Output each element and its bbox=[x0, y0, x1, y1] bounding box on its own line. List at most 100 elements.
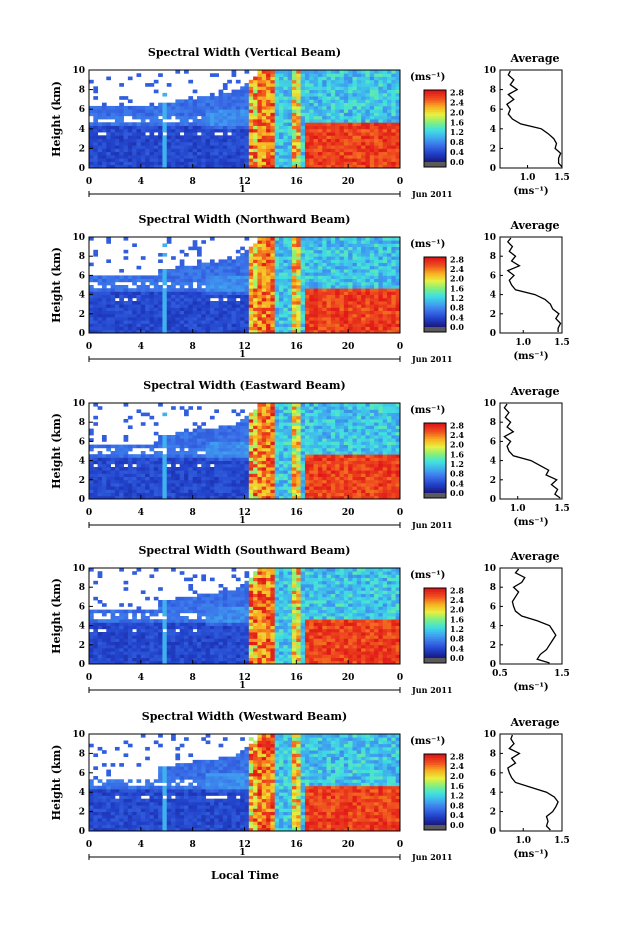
heatmap-cell bbox=[330, 237, 336, 241]
heatmap-cell bbox=[274, 119, 280, 123]
heatmap-cell bbox=[257, 164, 263, 169]
heatmap-cell bbox=[382, 86, 388, 90]
heatmap-cell bbox=[283, 115, 289, 120]
heatmap-cell bbox=[313, 240, 319, 244]
heatmap-cell bbox=[166, 272, 172, 276]
heatmap-cell bbox=[145, 486, 150, 490]
heatmap-cell bbox=[248, 151, 254, 156]
heatmap-cell bbox=[110, 109, 116, 113]
heatmap-cell bbox=[283, 262, 289, 267]
heatmap-cell bbox=[158, 164, 163, 169]
colorbar-segment bbox=[424, 281, 446, 284]
heatmap-cell bbox=[231, 102, 237, 107]
heatmap-cell bbox=[369, 320, 375, 324]
heatmap-cell bbox=[227, 278, 232, 283]
heatmap-cell bbox=[222, 141, 228, 146]
heatmap-cell bbox=[317, 249, 323, 254]
heatmap-cell bbox=[248, 96, 254, 100]
heatmap-cell bbox=[309, 281, 315, 286]
heatmap-cell bbox=[196, 431, 202, 436]
heatmap-cell bbox=[270, 269, 276, 273]
heatmap-cell bbox=[205, 294, 211, 299]
heatmap-cell bbox=[279, 253, 284, 257]
heatmap-cell bbox=[145, 291, 150, 295]
heatmap-cell bbox=[123, 288, 129, 292]
heatmap-cell bbox=[270, 304, 276, 308]
heatmap-cell bbox=[369, 259, 375, 263]
heatmap-cell bbox=[326, 307, 332, 311]
heatmap-cell bbox=[266, 70, 271, 74]
heatmap-cell bbox=[374, 326, 379, 331]
heatmap-cell bbox=[292, 473, 297, 477]
heatmap-cell bbox=[153, 158, 159, 162]
heatmap-cell bbox=[257, 329, 263, 334]
heatmap-cell bbox=[274, 457, 280, 461]
heatmap-cell bbox=[192, 473, 198, 477]
heatmap-cell bbox=[201, 428, 207, 433]
heatmap-cell bbox=[304, 317, 310, 321]
heatmap-cell bbox=[304, 406, 310, 410]
heatmap-cell bbox=[339, 158, 345, 162]
heatmap-cell bbox=[339, 307, 345, 311]
heatmap-cell bbox=[391, 122, 397, 126]
heatmap-cell bbox=[326, 313, 332, 318]
heatmap-cell bbox=[166, 109, 172, 113]
heatmap-cell bbox=[162, 102, 168, 107]
heatmap-cell bbox=[235, 148, 241, 153]
heatmap-cell bbox=[110, 154, 116, 159]
heatmap-cell bbox=[93, 96, 99, 100]
heatmap-cell bbox=[184, 473, 189, 477]
heatmap-cell bbox=[123, 301, 129, 305]
heatmap-cell bbox=[253, 285, 258, 289]
heatmap-cell bbox=[330, 307, 336, 311]
heatmap-cell bbox=[270, 243, 276, 247]
heatmap-cell bbox=[309, 73, 315, 77]
heatmap-cell bbox=[287, 297, 293, 302]
heatmap-cell bbox=[119, 83, 124, 87]
heatmap-cell bbox=[287, 304, 293, 308]
heatmap-cell bbox=[369, 246, 375, 251]
heatmap-cell bbox=[253, 329, 258, 334]
x-tick-label: 12 bbox=[238, 342, 251, 352]
heatmap-cell bbox=[330, 301, 336, 305]
heatmap-cell bbox=[149, 112, 155, 117]
heatmap-cell bbox=[101, 161, 107, 166]
heatmap-cell bbox=[335, 272, 340, 276]
heatmap-cell bbox=[127, 122, 133, 126]
heatmap-cell bbox=[261, 243, 267, 247]
heatmap-cell bbox=[106, 323, 111, 327]
heatmap-cell bbox=[283, 102, 289, 107]
heatmap-cell bbox=[222, 304, 228, 308]
heatmap-cell bbox=[287, 431, 293, 436]
heatmap-cell bbox=[201, 158, 207, 162]
heatmap-cell bbox=[184, 132, 189, 136]
heatmap-cell bbox=[231, 486, 237, 490]
heatmap-cell bbox=[227, 297, 232, 302]
heatmap-cell bbox=[292, 115, 297, 120]
heatmap-cell bbox=[322, 310, 327, 315]
heatmap-cell bbox=[378, 164, 384, 169]
heatmap-cell bbox=[222, 310, 228, 315]
heatmap-cell bbox=[145, 313, 150, 318]
heatmap-cell bbox=[214, 489, 219, 493]
heatmap-cell bbox=[175, 479, 181, 484]
heatmap-cell bbox=[292, 249, 297, 254]
heatmap-cell bbox=[395, 317, 401, 321]
heatmap-cell bbox=[317, 154, 323, 159]
heatmap-cell bbox=[274, 301, 280, 305]
heatmap-cell bbox=[218, 310, 224, 315]
heatmap-cell bbox=[356, 83, 362, 87]
colorbar-tick-label: 1.2 bbox=[450, 293, 464, 303]
heatmap-cell bbox=[317, 161, 323, 166]
heatmap-cell bbox=[326, 122, 332, 126]
heatmap-cell bbox=[123, 294, 129, 299]
heatmap-cell bbox=[231, 128, 237, 133]
heatmap-cell bbox=[235, 294, 241, 299]
heatmap-cell bbox=[184, 154, 189, 159]
heatmap-cell bbox=[352, 128, 358, 133]
heatmap-cell bbox=[166, 479, 172, 484]
heatmap-cell bbox=[266, 486, 271, 490]
heatmap-cell bbox=[205, 265, 211, 270]
colorbar-segment bbox=[424, 323, 446, 326]
heatmap-cell bbox=[205, 281, 211, 286]
